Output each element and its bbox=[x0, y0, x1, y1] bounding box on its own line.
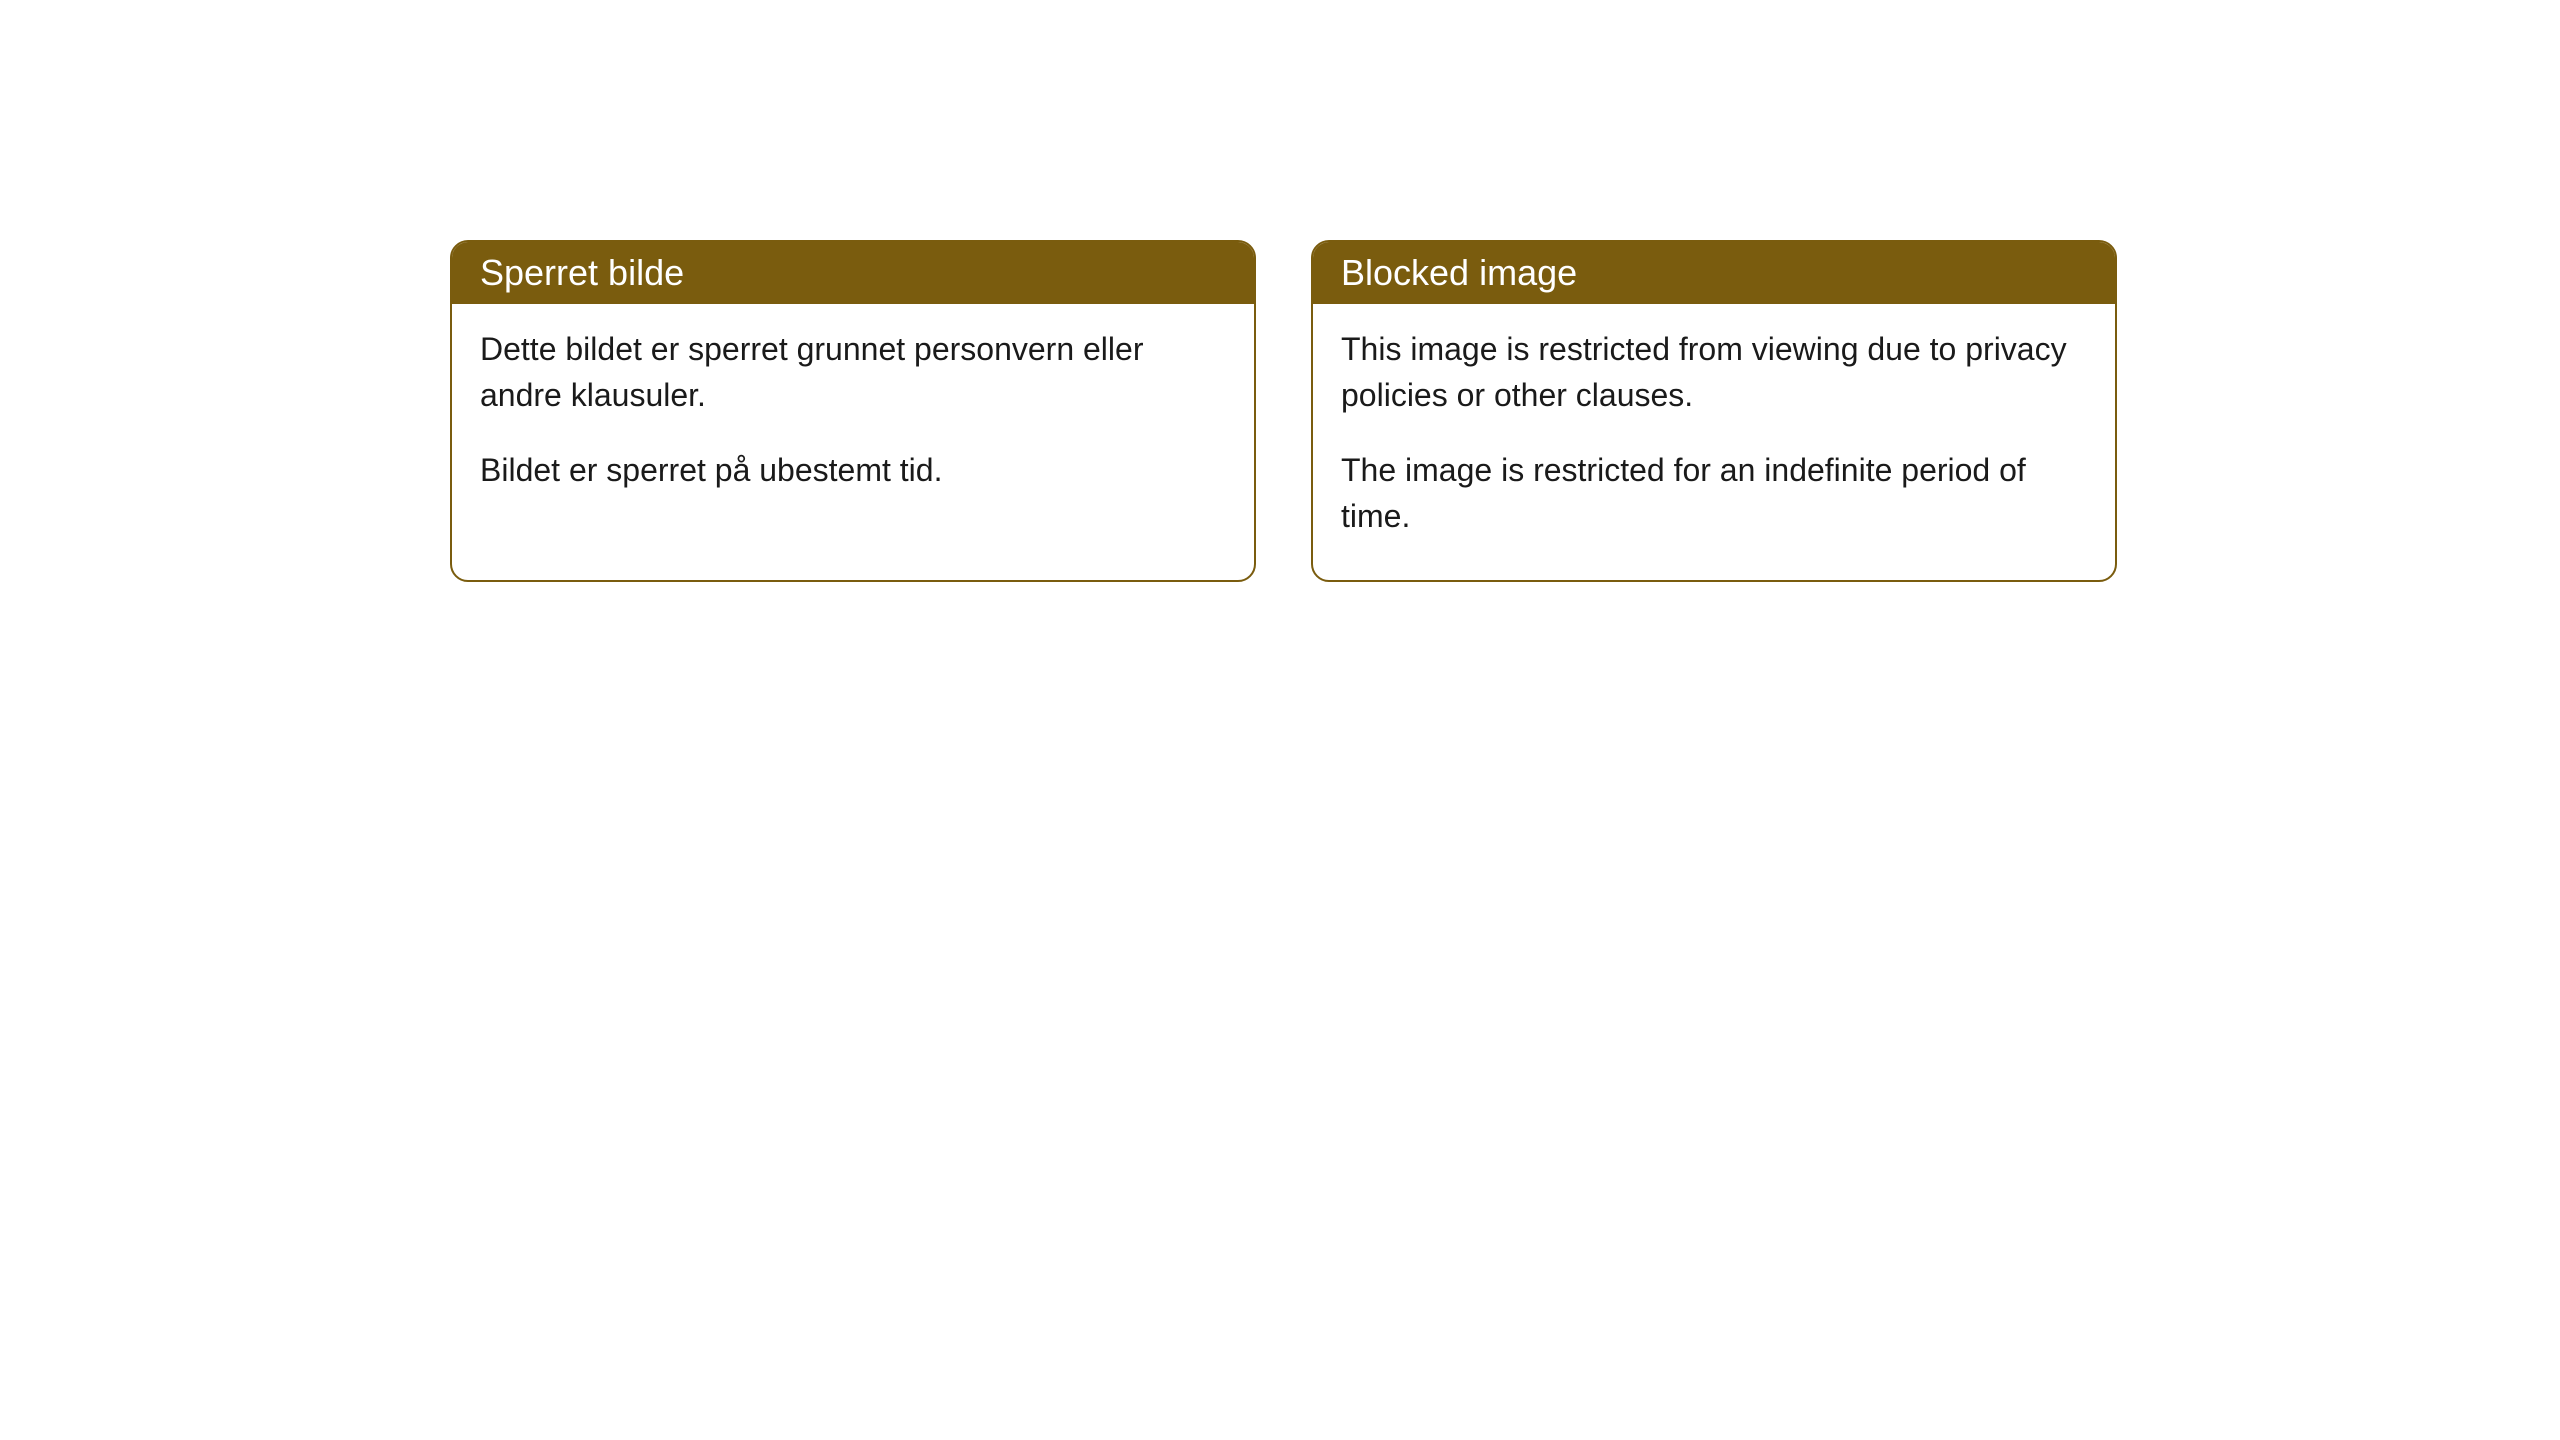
card-body-norwegian: Dette bildet er sperret grunnet personve… bbox=[452, 304, 1254, 533]
card-paragraph-2-english: The image is restricted for an indefinit… bbox=[1341, 447, 2087, 540]
card-body-english: This image is restricted from viewing du… bbox=[1313, 304, 2115, 580]
card-paragraph-1-norwegian: Dette bildet er sperret grunnet personve… bbox=[480, 326, 1226, 419]
card-paragraph-2-norwegian: Bildet er sperret på ubestemt tid. bbox=[480, 447, 1226, 493]
card-title-norwegian: Sperret bilde bbox=[480, 252, 684, 293]
blocked-image-notices: Sperret bilde Dette bildet er sperret gr… bbox=[450, 240, 2560, 582]
card-header-english: Blocked image bbox=[1313, 242, 2115, 304]
card-paragraph-1-english: This image is restricted from viewing du… bbox=[1341, 326, 2087, 419]
blocked-image-card-norwegian: Sperret bilde Dette bildet er sperret gr… bbox=[450, 240, 1256, 582]
blocked-image-card-english: Blocked image This image is restricted f… bbox=[1311, 240, 2117, 582]
card-title-english: Blocked image bbox=[1341, 252, 1577, 293]
card-header-norwegian: Sperret bilde bbox=[452, 242, 1254, 304]
